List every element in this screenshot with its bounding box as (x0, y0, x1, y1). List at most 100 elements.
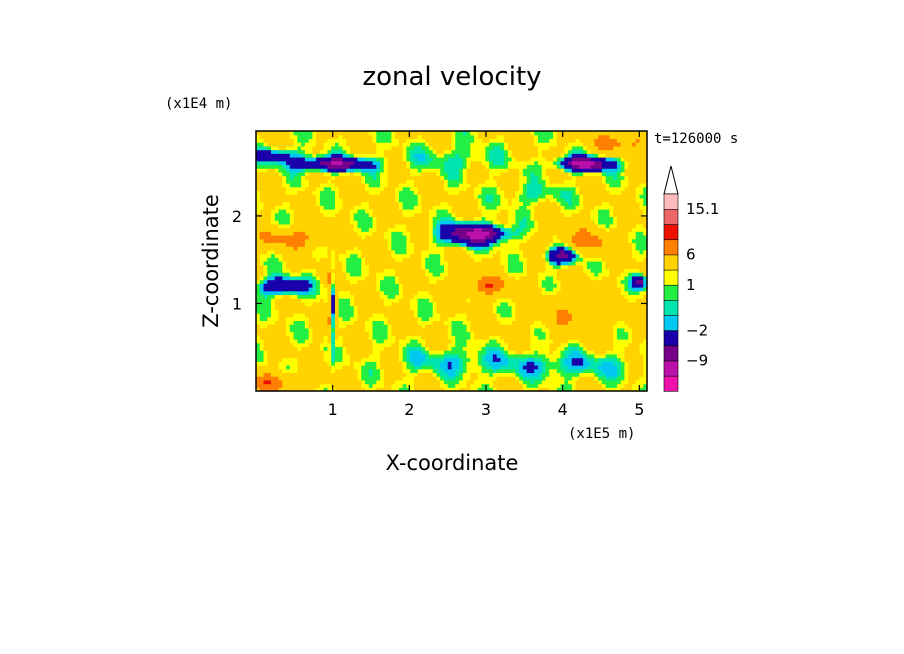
field-cell (481, 301, 486, 307)
field-cell (451, 216, 456, 221)
field-cell (289, 339, 295, 344)
field-cell (507, 298, 513, 303)
field-cell (289, 387, 295, 392)
field-cell (605, 272, 610, 277)
field-cell (492, 253, 498, 258)
field-cell (643, 313, 648, 318)
field-cell (357, 272, 362, 277)
field-cell (583, 301, 588, 307)
field-cell (492, 365, 498, 370)
field-cell (319, 316, 325, 322)
field-cell (327, 350, 332, 355)
field-cell (628, 227, 633, 232)
field-cell (304, 368, 310, 374)
field-cell (357, 238, 362, 244)
field-cell (316, 357, 321, 362)
field-cell (470, 249, 475, 255)
field-cell (466, 227, 471, 232)
field-cell (459, 305, 464, 310)
field-cell (398, 335, 404, 340)
field-cell (560, 353, 565, 359)
field-cell (601, 249, 607, 255)
field-cell (639, 283, 644, 288)
field-cell (278, 223, 283, 229)
field-cell (353, 216, 359, 221)
field-cell (436, 350, 441, 355)
field-cell (443, 268, 449, 273)
field-cell (398, 305, 404, 310)
field-cell (256, 387, 261, 392)
field-cell (537, 365, 543, 370)
field-cell (334, 227, 340, 232)
field-cell (620, 227, 626, 232)
field-cell (368, 342, 374, 348)
field-cell (598, 305, 603, 310)
field-cell (534, 290, 539, 296)
field-cell (289, 372, 295, 377)
field-cell (432, 379, 438, 385)
field-cell (395, 368, 400, 374)
field-cell (462, 294, 468, 299)
field-cell (368, 238, 374, 244)
field-cell (586, 368, 592, 374)
field-cell (459, 320, 464, 325)
field-cell (583, 365, 588, 370)
field-cell (361, 346, 366, 351)
field-cell (331, 361, 336, 366)
field-cell (349, 220, 355, 225)
field-cell (530, 342, 535, 348)
field-cell (293, 313, 298, 318)
field-cell (489, 212, 494, 218)
field-cell (635, 316, 641, 322)
field-cell (304, 287, 310, 292)
field-cell (620, 320, 626, 325)
field-cell (331, 327, 336, 333)
field-cell (372, 257, 377, 262)
field-cell (583, 387, 588, 392)
field-cell (440, 223, 445, 229)
field-cell (256, 253, 261, 258)
field-cell (515, 387, 520, 392)
field-cell (368, 290, 374, 296)
field-cell (274, 290, 280, 296)
field-cell (316, 316, 321, 322)
field-cell (590, 335, 595, 340)
field-cell (425, 253, 430, 258)
field-cell (413, 290, 419, 296)
field-cell (466, 331, 471, 336)
field-cell (349, 301, 355, 307)
field-cell (323, 235, 329, 240)
field-cell (274, 223, 280, 229)
time-label: t=126000 s (654, 131, 738, 147)
field-cell (515, 316, 520, 322)
field-cell (455, 335, 460, 340)
field-cell (425, 387, 430, 392)
field-cell (515, 242, 520, 247)
field-cell (549, 327, 554, 333)
field-cell (349, 279, 355, 284)
field-cell (319, 242, 325, 247)
field-cell (594, 287, 599, 292)
field-cell (334, 357, 340, 362)
field-cell (571, 298, 577, 303)
field-cell (553, 361, 558, 366)
field-cell (327, 357, 332, 362)
field-cell (519, 353, 524, 359)
field-cell (590, 227, 595, 232)
field-cell (545, 342, 550, 348)
field-cell (579, 339, 584, 344)
field-cell (504, 283, 509, 288)
field-cell (620, 275, 626, 281)
field-cell (541, 383, 547, 388)
field-cell (263, 372, 268, 377)
field-cell (586, 290, 592, 296)
field-cell (553, 264, 558, 270)
field-cell (304, 353, 310, 359)
field-cell (504, 357, 509, 362)
field-cell (391, 246, 396, 251)
field-cell (259, 298, 265, 303)
field-cell (308, 342, 313, 348)
field-cell (485, 275, 490, 281)
field-cell (568, 383, 573, 388)
field-cell (571, 331, 577, 336)
